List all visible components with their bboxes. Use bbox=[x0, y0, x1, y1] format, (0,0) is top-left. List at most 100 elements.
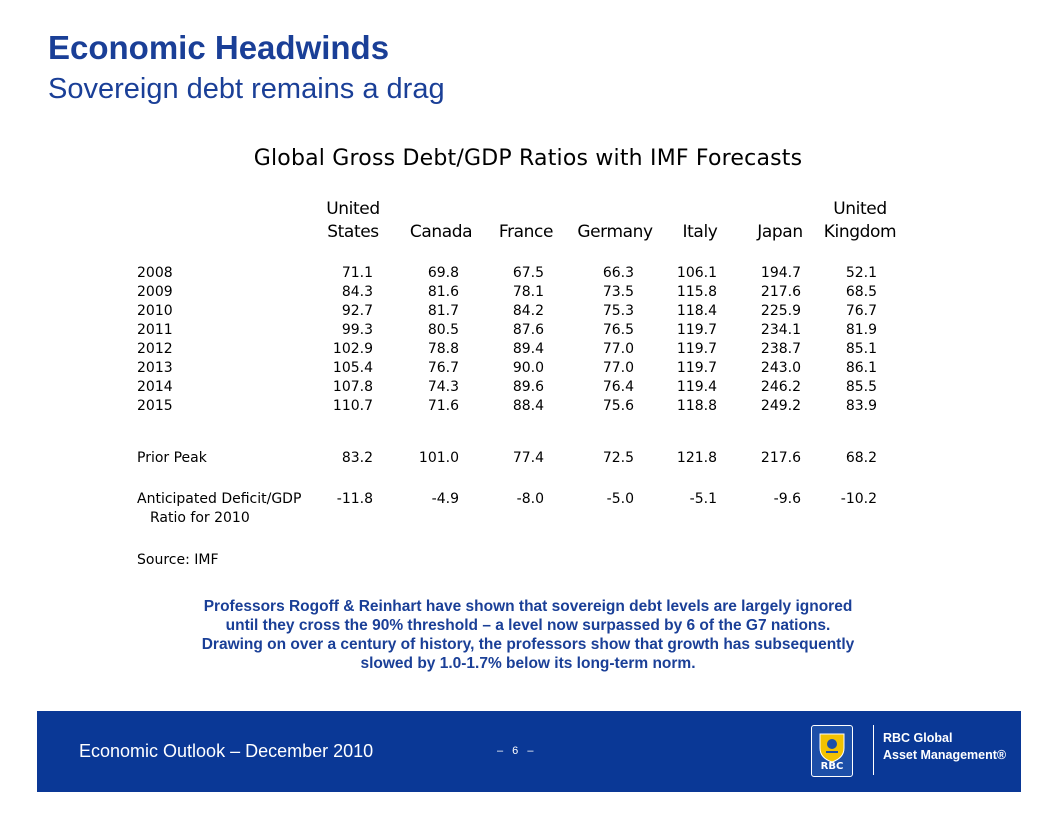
cell-value: 52.1 bbox=[845, 265, 877, 281]
column-header-line2: Italy bbox=[682, 222, 718, 242]
commentary-line: Drawing on over a century of history, th… bbox=[201, 636, 855, 653]
commentary-line: Professors Rogoff & Reinhart have shown … bbox=[203, 598, 853, 615]
row-label: 2015 bbox=[137, 398, 173, 414]
column-header-line2: Canada bbox=[409, 222, 473, 242]
logo-text: RBC bbox=[820, 761, 844, 772]
cell-value: 86.1 bbox=[845, 360, 877, 376]
cell-value: -5.1 bbox=[689, 491, 717, 507]
cell-value: 69.8 bbox=[427, 265, 459, 281]
cell-value: 83.2 bbox=[341, 450, 373, 466]
cell-value: 75.3 bbox=[602, 303, 634, 319]
cell-value: -8.0 bbox=[516, 491, 544, 507]
table-title: Global Gross Debt/GDP Ratios with IMF Fo… bbox=[253, 146, 803, 171]
footer-text: Economic Outlook – December 2010 bbox=[79, 741, 374, 761]
column-header-line2: Japan bbox=[757, 222, 803, 242]
column-header: Japan bbox=[725, 198, 835, 244]
cell-value: 81.7 bbox=[427, 303, 459, 319]
cell-value: 99.3 bbox=[341, 322, 373, 338]
cell-value: 75.6 bbox=[602, 398, 634, 414]
column-header-line1: United bbox=[326, 199, 380, 219]
cell-value: 83.9 bbox=[845, 398, 877, 414]
cell-value: 217.6 bbox=[760, 284, 801, 300]
row-label: 2009 bbox=[137, 284, 173, 300]
table-row: 2008 71.1 69.8 67.5 66.3 106.1 194.7 52.… bbox=[0, 265, 1056, 284]
cell-value: 80.5 bbox=[427, 322, 459, 338]
cell-value: 78.8 bbox=[427, 341, 459, 357]
cell-value: 90.0 bbox=[512, 360, 544, 376]
cell-value: 107.8 bbox=[332, 379, 373, 395]
cell-value: 67.5 bbox=[512, 265, 544, 281]
cell-value: 71.6 bbox=[427, 398, 459, 414]
footer-bar: Economic Outlook – December 2010 – 6 – R… bbox=[37, 711, 1021, 792]
column-header-line2: Germany bbox=[577, 222, 653, 242]
cell-value: 115.8 bbox=[676, 284, 717, 300]
cell-value: 78.1 bbox=[512, 284, 544, 300]
cell-value: 71.1 bbox=[341, 265, 373, 281]
cell-value: 118.4 bbox=[676, 303, 717, 319]
row-label: Prior Peak bbox=[137, 450, 207, 466]
cell-value: 92.7 bbox=[341, 303, 373, 319]
cell-value: 102.9 bbox=[332, 341, 373, 357]
row-label: 2012 bbox=[137, 341, 173, 357]
column-header: Canada bbox=[386, 198, 496, 244]
cell-value: 66.3 bbox=[602, 265, 634, 281]
table-row: 2014 107.8 74.3 89.6 76.4 119.4 246.2 85… bbox=[0, 379, 1056, 398]
cell-value: 121.8 bbox=[676, 450, 717, 466]
cell-value: -11.8 bbox=[336, 491, 373, 507]
cell-value: 110.7 bbox=[332, 398, 373, 414]
row-label: 2013 bbox=[137, 360, 173, 376]
cell-value: 234.1 bbox=[760, 322, 801, 338]
cell-value: 77.0 bbox=[602, 360, 634, 376]
table-row: 2011 99.3 80.5 87.6 76.5 119.7 234.1 81.… bbox=[0, 322, 1056, 341]
cell-value: 119.7 bbox=[676, 341, 717, 357]
cell-value: 84.2 bbox=[512, 303, 544, 319]
table-row: 2010 92.7 81.7 84.2 75.3 118.4 225.9 76.… bbox=[0, 303, 1056, 322]
cell-value: 217.6 bbox=[760, 450, 801, 466]
row-label: 2010 bbox=[137, 303, 173, 319]
column-header-line2: France bbox=[498, 222, 554, 242]
column-header: France bbox=[471, 198, 581, 244]
cell-value: 243.0 bbox=[760, 360, 801, 376]
table-row: 2013 105.4 76.7 90.0 77.0 119.7 243.0 86… bbox=[0, 360, 1056, 379]
cell-value: 88.4 bbox=[512, 398, 544, 414]
logo-divider bbox=[873, 725, 874, 775]
table-row: 2009 84.3 81.6 78.1 73.5 115.8 217.6 68.… bbox=[0, 284, 1056, 303]
source-note: Source: IMF bbox=[137, 552, 219, 568]
column-header: Germany bbox=[560, 198, 670, 244]
cell-value: 89.6 bbox=[512, 379, 544, 395]
table-row-prior-peak: Prior Peak 83.2 101.0 77.4 72.5 121.8 21… bbox=[0, 450, 1056, 469]
table-row: 2015 110.7 71.6 88.4 75.6 118.8 249.2 83… bbox=[0, 398, 1056, 417]
commentary-line: until they cross the 90% threshold – a l… bbox=[225, 617, 831, 634]
cell-value: 74.3 bbox=[427, 379, 459, 395]
cell-value: 118.8 bbox=[676, 398, 717, 414]
row-sub-label: Ratio for 2010 bbox=[150, 510, 250, 526]
cell-value: -10.2 bbox=[840, 491, 877, 507]
cell-value: 85.1 bbox=[845, 341, 877, 357]
cell-value: 76.4 bbox=[602, 379, 634, 395]
page-number: – 6 – bbox=[497, 745, 537, 757]
table-row-deficit: Anticipated Deficit/GDP -11.8 -4.9 -8.0 … bbox=[0, 491, 1056, 510]
column-header-line2: Kingdom bbox=[823, 222, 897, 242]
cell-value: 85.5 bbox=[845, 379, 877, 395]
cell-value: 76.7 bbox=[427, 360, 459, 376]
cell-value: 106.1 bbox=[676, 265, 717, 281]
cell-value: 105.4 bbox=[332, 360, 373, 376]
column-header: United States bbox=[298, 198, 408, 244]
cell-value: 89.4 bbox=[512, 341, 544, 357]
cell-value: 73.5 bbox=[602, 284, 634, 300]
column-header-line1: United bbox=[833, 199, 887, 219]
cell-value: 249.2 bbox=[760, 398, 801, 414]
row-label: 2014 bbox=[137, 379, 173, 395]
cell-value: 81.6 bbox=[427, 284, 459, 300]
cell-value: 68.5 bbox=[845, 284, 877, 300]
cell-value: 238.7 bbox=[760, 341, 801, 357]
commentary: Professors Rogoff & Reinhart have shown … bbox=[110, 597, 946, 673]
cell-value: 101.0 bbox=[418, 450, 459, 466]
lion-shield-icon bbox=[819, 733, 845, 763]
commentary-line: slowed by 1.0-1.7% below its long-term n… bbox=[360, 655, 696, 672]
cell-value: -9.6 bbox=[773, 491, 801, 507]
row-label: 2011 bbox=[137, 322, 173, 338]
page-subtitle: Sovereign debt remains a drag bbox=[48, 73, 445, 105]
cell-value: 76.5 bbox=[602, 322, 634, 338]
cell-value: 68.2 bbox=[845, 450, 877, 466]
